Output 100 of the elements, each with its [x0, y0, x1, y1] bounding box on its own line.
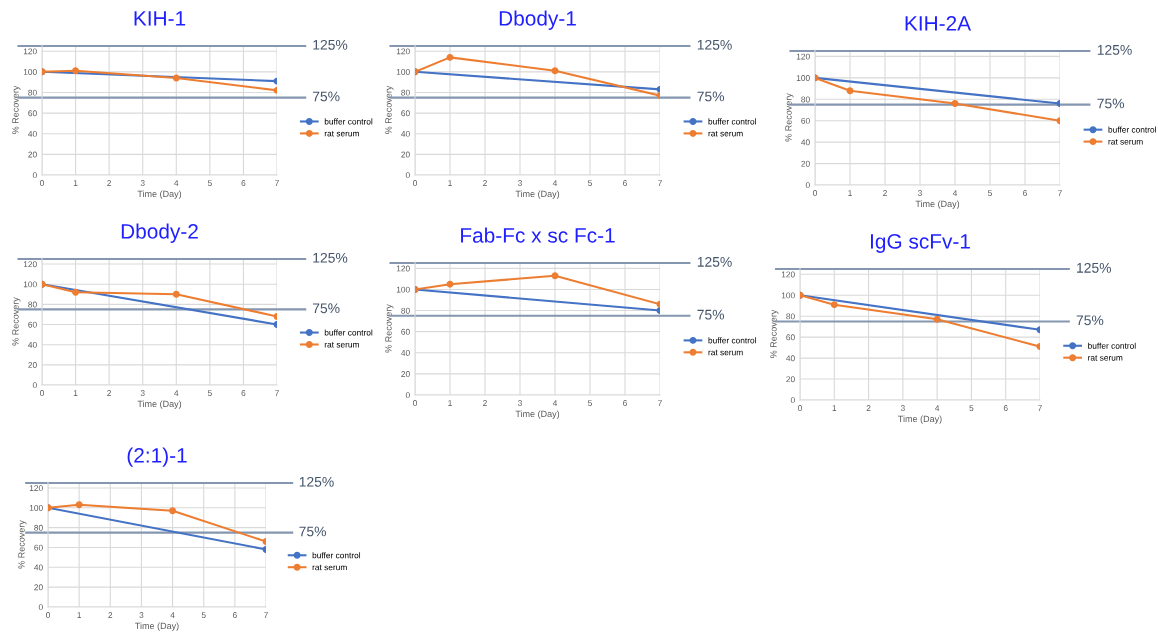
y-tick-label: 60: [786, 334, 795, 341]
point: [933, 315, 941, 323]
x-tick-label: 5: [207, 390, 212, 396]
point: [72, 288, 80, 296]
x-tick-label: 2: [883, 190, 887, 196]
x-tick-label: 4: [552, 400, 558, 406]
ref-line-label: 75%: [299, 526, 326, 537]
y-tick-label: 100: [23, 281, 37, 288]
point: [830, 301, 838, 309]
chart-title: IgG scFv-1: [870, 234, 970, 253]
chart-title: Dbody-1: [499, 10, 576, 30]
x-tick-label: 3: [140, 390, 145, 396]
x-tick-label: 5: [969, 405, 974, 411]
legend-label: rat serum: [1108, 139, 1143, 145]
y-tick-label: 120: [29, 485, 43, 492]
y-tick-label: 40: [401, 130, 410, 137]
x-tick-label: 7: [1038, 405, 1042, 411]
legend-label: rat serum: [1088, 355, 1123, 361]
y-axis-title: % Recovery: [770, 309, 779, 359]
y-tick-label: 20: [786, 376, 795, 383]
point: [72, 67, 80, 75]
ref-line-label: 125%: [299, 476, 334, 487]
x-tick-label: 2: [108, 612, 113, 618]
ref-line-label: 125%: [697, 39, 732, 50]
y-axis-title: % Recovery: [12, 85, 21, 135]
x-tick-label: 5: [207, 180, 212, 186]
point: [846, 87, 854, 95]
ref-line-label: 75%: [697, 91, 725, 102]
ref-line-label: 125%: [313, 39, 348, 50]
y-tick-label: 20: [401, 151, 410, 158]
x-tick-label: 2: [483, 180, 487, 186]
x-tick-label: 6: [241, 180, 246, 186]
ref-line-label: 75%: [312, 91, 340, 102]
y-tick-label: 120: [396, 48, 410, 55]
y-tick-label: 60: [401, 110, 410, 117]
y-tick-label: 120: [23, 261, 37, 268]
x-tick-label: 1: [448, 180, 452, 186]
y-tick-label: 80: [28, 301, 37, 308]
y-tick-label: 0: [32, 382, 37, 389]
x-axis-title: Time (Day): [915, 200, 960, 209]
legend-label: buffer control: [1088, 342, 1136, 349]
x-axis-title: Time (Day): [135, 622, 179, 631]
legend-label: buffer control: [324, 118, 373, 125]
y-tick-label: 100: [396, 69, 410, 75]
x-axis-title: Time (Day): [515, 190, 560, 199]
ref-line-label: 75%: [1076, 315, 1104, 326]
x-axis-title: Time (Day): [515, 410, 560, 419]
y-tick-label: 100: [29, 504, 43, 511]
y-tick-label: 0: [405, 172, 410, 179]
y-tick-label: 100: [23, 69, 37, 75]
y-tick-label: 100: [796, 75, 810, 81]
x-tick-label: 2: [107, 180, 112, 186]
y-tick-label: 40: [28, 130, 37, 137]
y-axis-title: % Recovery: [385, 85, 394, 135]
x-tick-label: 3: [139, 612, 144, 618]
y-tick-label: 60: [801, 117, 810, 124]
x-tick-label: 3: [918, 190, 922, 196]
x-tick-label: 4: [552, 180, 558, 186]
y-tick-label: 20: [801, 160, 810, 167]
x-tick-label: 6: [1003, 405, 1008, 411]
y-tick-label: 80: [401, 307, 410, 314]
ref-line-label: 125%: [697, 256, 732, 267]
line-series: [42, 67, 277, 94]
x-tick-label: 4: [174, 180, 179, 186]
x-tick-label: 1: [73, 390, 78, 396]
legend-label: buffer control: [708, 337, 756, 344]
y-tick-label: 60: [28, 321, 37, 328]
x-tick-label: 7: [264, 612, 268, 618]
x-tick-label: 2: [866, 405, 871, 411]
y-axis-title: % Recovery: [785, 93, 794, 142]
x-axis-title: Time (Day): [898, 415, 942, 424]
x-tick-label: 5: [588, 400, 592, 406]
x-axis-title: Time (Day): [137, 400, 182, 409]
x-tick-label: 2: [107, 390, 112, 396]
y-tick-label: 40: [786, 355, 795, 362]
ref-line-label: 75%: [1097, 98, 1125, 109]
point: [446, 280, 454, 288]
x-tick-label: 4: [170, 612, 175, 618]
x-tick-label: 7: [275, 390, 279, 396]
legend-label: rat serum: [708, 349, 743, 356]
point: [169, 507, 177, 515]
ref-line-label: 75%: [697, 309, 725, 320]
x-tick-label: 1: [832, 405, 837, 411]
y-tick-label: 60: [401, 328, 410, 335]
y-tick-label: 100: [781, 292, 795, 299]
x-tick-label: 0: [46, 612, 50, 618]
y-tick-label: 120: [781, 271, 795, 278]
y-tick-label: 20: [401, 371, 410, 377]
x-tick-label: 2: [483, 400, 487, 406]
x-tick-label: 1: [448, 400, 452, 406]
chart-title: Fab-Fc x sc Fc-1: [461, 227, 615, 243]
y-tick-label: 120: [796, 53, 810, 60]
y-tick-label: 40: [34, 564, 43, 571]
point: [446, 53, 454, 61]
point: [75, 501, 83, 509]
y-tick-label: 40: [801, 139, 810, 146]
x-tick-label: 3: [518, 180, 522, 186]
y-tick-label: 0: [32, 172, 37, 179]
x-tick-label: 3: [518, 400, 522, 406]
x-tick-label: 5: [988, 190, 992, 196]
